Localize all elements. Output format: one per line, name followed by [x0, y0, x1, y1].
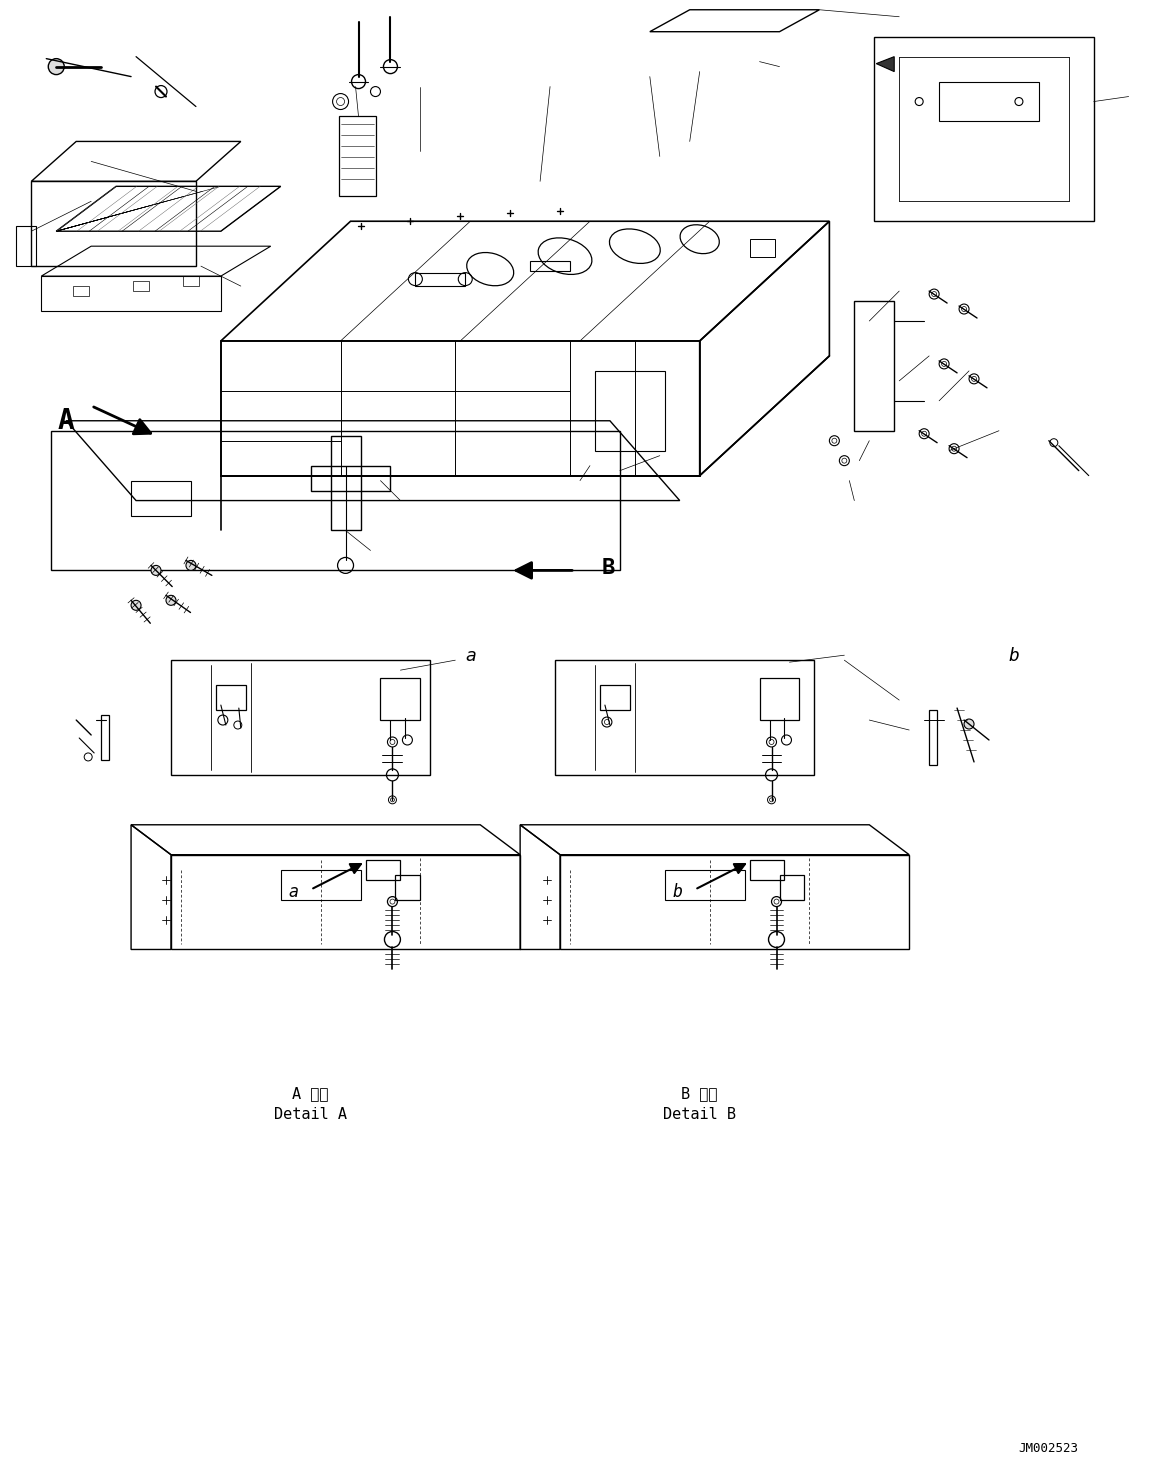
Text: B: B [602, 558, 616, 579]
Bar [101, 715, 109, 759]
Bar [131, 480, 191, 516]
Circle shape [151, 566, 161, 576]
Text: a: a [465, 648, 476, 665]
Text: Detail B: Detail B [663, 1106, 737, 1121]
Bar [183, 276, 199, 286]
Text: b: b [1009, 648, 1020, 665]
Circle shape [48, 59, 64, 75]
Polygon shape [877, 57, 894, 72]
Text: A 詳細: A 詳細 [292, 1087, 329, 1102]
Text: JM002523: JM002523 [1019, 1441, 1079, 1454]
Bar [339, 116, 377, 197]
Text: B 詳細: B 詳細 [681, 1087, 718, 1102]
Circle shape [964, 718, 974, 729]
Circle shape [165, 595, 176, 605]
Bar [280, 870, 361, 899]
Text: A: A [57, 407, 75, 435]
Bar [74, 286, 90, 297]
Bar [939, 82, 1039, 122]
Bar [749, 239, 774, 257]
Bar [665, 870, 745, 899]
Bar [133, 281, 149, 291]
Text: Detail A: Detail A [275, 1106, 347, 1121]
Text: b: b [672, 883, 683, 900]
Bar [930, 710, 938, 765]
Circle shape [131, 601, 141, 610]
Circle shape [186, 560, 196, 570]
Bar [595, 370, 665, 451]
Text: a: a [288, 883, 299, 900]
